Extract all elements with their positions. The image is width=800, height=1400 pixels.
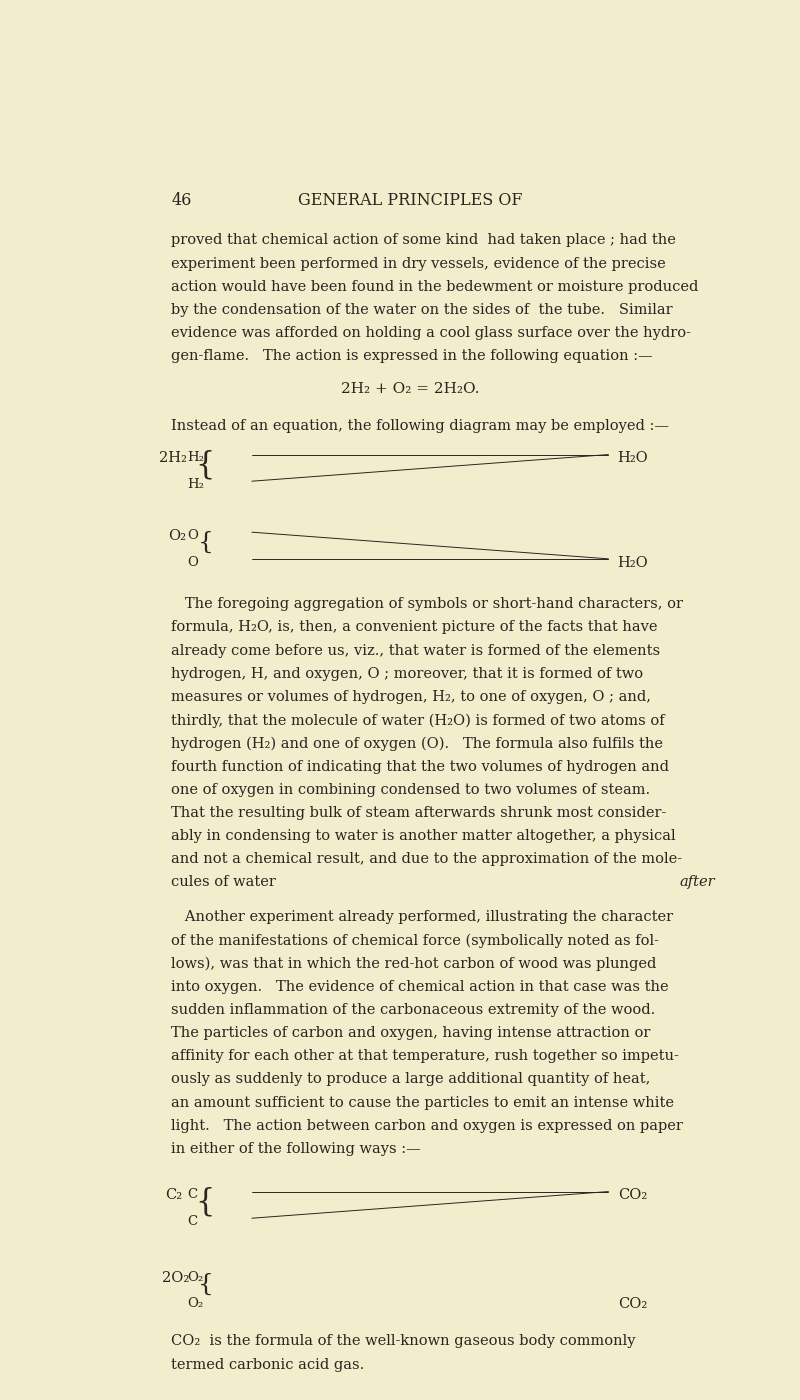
- Text: already come before us, viz., that water is formed of the elements: already come before us, viz., that water…: [171, 644, 661, 658]
- Text: Instead of an equation, the following diagram may be employed :—: Instead of an equation, the following di…: [171, 419, 670, 433]
- Text: H₂: H₂: [187, 451, 204, 465]
- Text: H₂: H₂: [187, 477, 204, 491]
- Text: in either of the following ways :—: in either of the following ways :—: [171, 1142, 421, 1156]
- Text: termed carbonic acid gas.: termed carbonic acid gas.: [171, 1358, 365, 1372]
- Text: CO₂  is the formula of the well-known gaseous body commonly: CO₂ is the formula of the well-known gas…: [171, 1334, 636, 1348]
- Text: ously as suddenly to produce a large additional quantity of heat,: ously as suddenly to produce a large add…: [171, 1072, 650, 1086]
- Text: thirdly, that the molecule of water (H₂O) is formed of two atoms of: thirdly, that the molecule of water (H₂O…: [171, 713, 665, 728]
- Text: lows), was that in which the red-hot carbon of wood was plunged: lows), was that in which the red-hot car…: [171, 956, 657, 972]
- Text: an amount sufficient to cause the particles to emit an intense white: an amount sufficient to cause the partic…: [171, 1096, 674, 1110]
- Text: light.   The action between carbon and oxygen is expressed on paper: light. The action between carbon and oxy…: [171, 1119, 683, 1133]
- Text: 2H₂: 2H₂: [159, 451, 186, 465]
- Text: action would have been found in the bedewment or moisture produced: action would have been found in the bede…: [171, 280, 698, 294]
- Text: 2O₂: 2O₂: [162, 1271, 190, 1285]
- Text: The foregoing aggregation of symbols or short-hand characters, or: The foregoing aggregation of symbols or …: [171, 598, 683, 612]
- Text: experiment been performed in dry vessels, evidence of the precise: experiment been performed in dry vessels…: [171, 256, 666, 270]
- Text: into oxygen.   The evidence of chemical action in that case was the: into oxygen. The evidence of chemical ac…: [171, 980, 669, 994]
- Text: The particles of carbon and oxygen, having intense attraction or: The particles of carbon and oxygen, havi…: [171, 1026, 650, 1040]
- Text: {: {: [198, 531, 214, 554]
- Text: after: after: [679, 875, 714, 889]
- Text: CO₂: CO₂: [618, 1189, 647, 1203]
- Text: gen-flame.   The action is expressed in the following equation :—: gen-flame. The action is expressed in th…: [171, 350, 653, 364]
- Text: CO₂: CO₂: [618, 1298, 647, 1312]
- Text: affinity for each other at that temperature, rush together so impetu-: affinity for each other at that temperat…: [171, 1049, 679, 1063]
- Text: formula, H₂O, is, then, a convenient picture of the facts that have: formula, H₂O, is, then, a convenient pic…: [171, 620, 658, 634]
- Text: GENERAL PRINCIPLES OF: GENERAL PRINCIPLES OF: [298, 192, 522, 209]
- Text: C: C: [187, 1189, 197, 1201]
- Text: measures or volumes of hydrogen, H₂, to one of oxygen, O ; and,: measures or volumes of hydrogen, H₂, to …: [171, 690, 651, 704]
- Text: O₂: O₂: [187, 1298, 203, 1310]
- Text: H₂O: H₂O: [618, 556, 649, 570]
- Text: of the manifestations of chemical force (symbolically noted as fol-: of the manifestations of chemical force …: [171, 934, 659, 948]
- Text: O₂: O₂: [187, 1271, 203, 1284]
- Text: That the resulting bulk of steam afterwards shrunk most consider-: That the resulting bulk of steam afterwa…: [171, 806, 666, 820]
- Text: H₂O: H₂O: [618, 451, 649, 465]
- Text: O₂: O₂: [168, 529, 186, 543]
- Text: hydrogen, H, and oxygen, O ; moreover, that it is formed of two: hydrogen, H, and oxygen, O ; moreover, t…: [171, 666, 643, 680]
- Text: O: O: [187, 556, 198, 568]
- Text: cules of water: cules of water: [171, 875, 281, 889]
- Text: Another experiment already performed, illustrating the character: Another experiment already performed, il…: [171, 910, 674, 924]
- Text: {: {: [196, 1186, 215, 1217]
- Text: sudden inflammation of the carbonaceous extremity of the wood.: sudden inflammation of the carbonaceous …: [171, 1002, 655, 1016]
- Text: 2H₂ + O₂ = 2H₂O.: 2H₂ + O₂ = 2H₂O.: [341, 382, 479, 396]
- Text: fourth function of indicating that the two volumes of hydrogen and: fourth function of indicating that the t…: [171, 760, 670, 774]
- Text: and not a chemical result, and due to the approximation of the mole-: and not a chemical result, and due to th…: [171, 853, 682, 867]
- Text: C₂: C₂: [165, 1189, 182, 1203]
- Text: by the condensation of the water on the sides of  the tube.   Similar: by the condensation of the water on the …: [171, 302, 673, 316]
- Text: evidence was afforded on holding a cool glass surface over the hydro-: evidence was afforded on holding a cool …: [171, 326, 691, 340]
- Text: {: {: [196, 449, 215, 480]
- Text: 46: 46: [171, 192, 192, 209]
- Text: {: {: [198, 1273, 214, 1295]
- Text: ably in condensing to water is another matter altogether, a physical: ably in condensing to water is another m…: [171, 829, 676, 843]
- Text: one of oxygen in combining condensed to two volumes of steam.: one of oxygen in combining condensed to …: [171, 783, 650, 797]
- Text: hydrogen (H₂) and one of oxygen (O).   The formula also fulfils the: hydrogen (H₂) and one of oxygen (O). The…: [171, 736, 663, 750]
- Text: proved that chemical action of some kind  had taken place ; had the: proved that chemical action of some kind…: [171, 234, 676, 248]
- Text: O: O: [187, 529, 198, 542]
- Text: C: C: [187, 1215, 197, 1228]
